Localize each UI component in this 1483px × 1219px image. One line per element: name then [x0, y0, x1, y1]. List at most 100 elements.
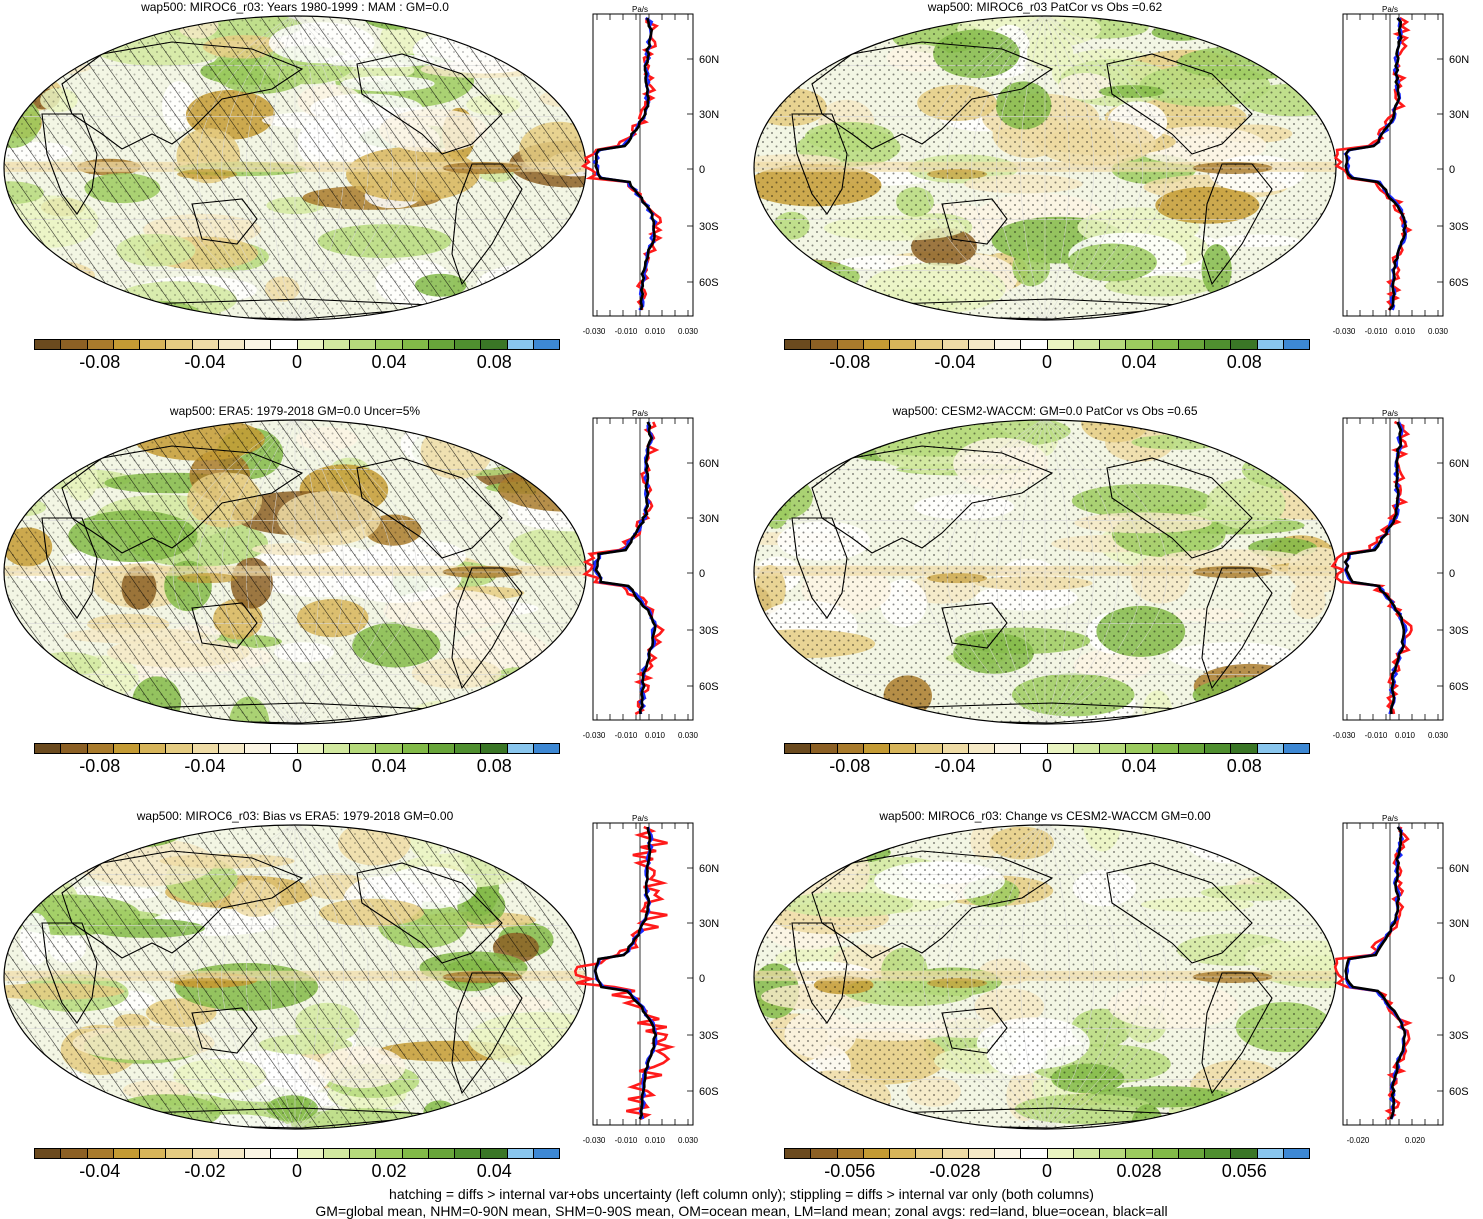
colorbar-tick-label: -0.04: [79, 1161, 121, 1181]
robinson-map: [753, 419, 1337, 725]
zonal-all-curve: [593, 826, 658, 1120]
colorbar-swatch: [271, 744, 298, 753]
robinson-map: [3, 419, 587, 725]
colorbar-swatch: [61, 340, 88, 349]
colorbar-swatch: [1100, 340, 1127, 349]
colorbar-swatch: [533, 744, 559, 753]
colorbar-swatch: [863, 744, 890, 753]
colorbar-swatch: [1231, 340, 1258, 349]
latitude-label: 30N: [1449, 513, 1469, 525]
colorbar-swatch: [140, 744, 167, 753]
colorbar-swatch: [1047, 1149, 1074, 1158]
colorbar-tick-label: 0.04: [1121, 756, 1157, 776]
colorbar-swatch: [1100, 744, 1127, 753]
colorbar-swatch: [87, 744, 114, 753]
colorbar-swatch: [968, 744, 995, 753]
colorbar-swatch: [1126, 1149, 1153, 1158]
latitude-label: 0: [699, 973, 705, 985]
colorbar-swatch: [245, 340, 272, 349]
zonal-mean-plot: Pa/s 60N 30N 0 30S 60S -0.030 -0.010 0.010 0.030: [580, 5, 719, 336]
latitude-label: 30N: [699, 109, 719, 121]
zonal-land-curve: [1330, 420, 1413, 715]
zonal-x-tick-label: -0.030: [1333, 731, 1356, 740]
colorbar-tick-label: -0.04: [934, 352, 976, 372]
latitude-label: 60S: [699, 277, 719, 289]
latitude-label: 0: [1449, 973, 1455, 985]
latitude-label: 0: [1449, 164, 1455, 176]
colorbar-swatch: [297, 340, 324, 349]
colorbar-swatch: [942, 744, 969, 753]
colorbar-swatch: [995, 340, 1022, 349]
zonal-unit-label: Pa/s: [632, 409, 648, 418]
latitude-label: 60S: [699, 681, 719, 693]
zonal-x-tick-label: -0.030: [1333, 327, 1356, 336]
colorbar-swatch: [1257, 340, 1284, 349]
colorbar-swatch: [785, 1149, 812, 1158]
colorbar-swatch: [785, 744, 812, 753]
colorbar-swatch: [350, 340, 377, 349]
colorbar-swatch: [1021, 340, 1048, 349]
latitude-label: 60N: [699, 458, 719, 470]
colorbar-swatch: [192, 744, 219, 753]
zonal-x-tick-label: -0.010: [615, 731, 638, 740]
colorbar-swatch: [218, 340, 245, 349]
colorbar-labels: -0.08 -0.04 0 0.04 0.08: [784, 350, 1310, 372]
colorbar-swatch: [481, 1149, 508, 1158]
colorbar-tick-label: -0.04: [184, 352, 226, 372]
colorbar-tick-label: -0.08: [829, 352, 871, 372]
colorbar-swatch: [376, 1149, 403, 1158]
panel-3: wap500: ERA5: 1979-2018 GM=0.0 Uncer=5% P…: [0, 404, 735, 799]
colorbar-tick-label: 0: [291, 756, 303, 776]
colorbar-labels: -0.08 -0.04 0 0.04 0.08: [784, 754, 1310, 776]
latitude-label: 60N: [699, 863, 719, 875]
colorbar-swatch: [271, 340, 298, 349]
zonal-unit-label: Pa/s: [1382, 814, 1398, 823]
panel-2: wap500: MIROC6_r03 PatCor vs Obs =0.62 Pa…: [750, 0, 1483, 395]
colorbar-swatch: [1152, 1149, 1179, 1158]
zonal-x-tick-label: -0.010: [1365, 731, 1388, 740]
colorbar-swatch: [1231, 1149, 1258, 1158]
colorbar-swatch: [428, 1149, 455, 1158]
colorbar-swatch: [863, 1149, 890, 1158]
colorbar-swatch: [811, 340, 838, 349]
colorbar-swatch: [968, 1149, 995, 1158]
colorbar-swatch: [811, 1149, 838, 1158]
colorbar-swatch: [942, 340, 969, 349]
zonal-mean-plot: Pa/s 60N 30N 0 30S 60S -0.030 -0.010 0.010 0.030: [573, 814, 719, 1145]
colorbar-swatch: [837, 340, 864, 349]
colorbar-swatch: [1178, 1149, 1205, 1158]
colorbar-swatch: [863, 340, 890, 349]
panel-title: wap500: MIROC6_r03: Change vs CESM2-WACC…: [879, 809, 1211, 823]
colorbar-swatch: [428, 340, 455, 349]
zonal-land-curve: [573, 825, 676, 1121]
panel-6: wap500: MIROC6_r03: Change vs CESM2-WACC…: [750, 809, 1483, 1204]
colorbar-swatch: [1073, 340, 1100, 349]
colorbar-swatch: [533, 340, 559, 349]
zonal-mean-plot: Pa/s 60N 30N 0 30S 60S -0.030 -0.010 0.010 0.030: [1333, 5, 1470, 336]
colorbar-swatch: [113, 1149, 140, 1158]
colorbar-swatch: [1073, 744, 1100, 753]
zonal-x-tick-label: 0.010: [645, 1136, 666, 1145]
robinson-map: [3, 824, 587, 1130]
colorbar-swatch: [916, 744, 943, 753]
footer-line-1: hatching = diffs > internal var+obs unce…: [389, 1186, 1094, 1202]
colorbar-tick-label: 0.04: [476, 1161, 512, 1181]
colorbar-swatch: [1178, 340, 1205, 349]
colorbar-swatch: [1126, 744, 1153, 753]
panel-5: wap500: MIROC6_r03: Bias vs ERA5: 1979-2…: [0, 809, 735, 1204]
colorbar-tick-label: -0.04: [184, 756, 226, 776]
colorbar-swatch: [916, 1149, 943, 1158]
colorbar-swatch: [376, 340, 403, 349]
colorbar-tick-label: 0.04: [1121, 352, 1157, 372]
zonal-x-tick-label: 0.030: [1428, 731, 1449, 740]
colorbar-swatch: [218, 1149, 245, 1158]
panel-title: wap500: MIROC6_r03 PatCor vs Obs =0.62: [927, 0, 1163, 14]
colorbar-swatch: [323, 1149, 350, 1158]
colorbar-swatch: [402, 340, 429, 349]
zonal-x-tick-label: 0.010: [645, 731, 666, 740]
colorbar-swatch: [245, 1149, 272, 1158]
latitude-label: 60N: [1449, 863, 1469, 875]
latitude-label: 30S: [1449, 221, 1469, 233]
colorbar-tick-label: 0.056: [1221, 1161, 1267, 1181]
colorbar-tick-label: -0.028: [929, 1161, 981, 1181]
